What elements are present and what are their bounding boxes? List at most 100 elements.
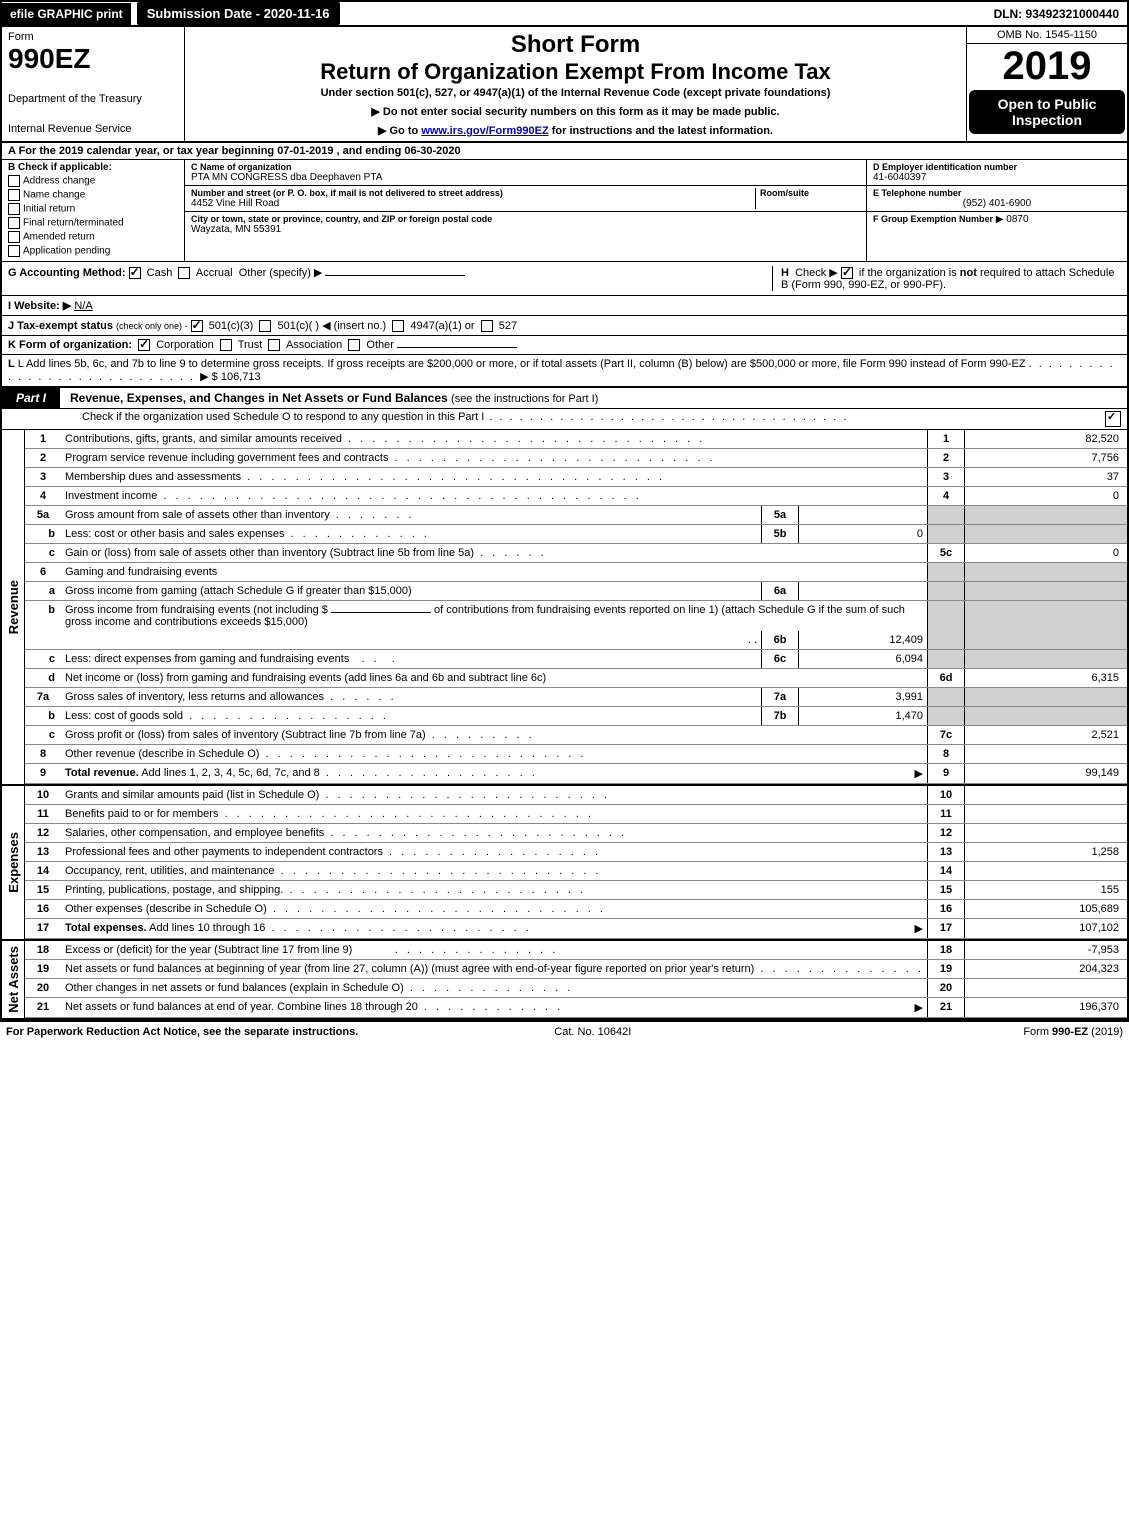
line-7b: b Less: cost of goods sold . . . . . . .… [25,707,1127,726]
line-18: 18 Excess or (deficit) for the year (Sub… [25,941,1127,960]
check-501c3[interactable] [191,320,203,332]
gh-row: G Accounting Method: Cash Accrual Other … [2,262,1127,296]
line-6d: d Net income or (loss) from gaming and f… [25,669,1127,688]
check-application-pending[interactable]: Application pending [8,245,178,257]
section-l-amount: ▶ $ 106,713 [200,371,260,383]
form-container: efile GRAPHIC print Submission Date - 20… [0,0,1129,1022]
line-8-value [965,745,1128,764]
check-schedule-b[interactable] [841,267,853,279]
line-11-value [965,805,1128,824]
line-14: 14 Occupancy, rent, utilities, and maint… [25,862,1127,881]
check-accrual[interactable] [178,267,190,279]
expenses-side-label: Expenses [2,786,25,939]
check-corporation[interactable] [138,339,150,351]
line-17: 17 Total expenses. Add lines 10 through … [25,919,1127,939]
line-10: 10 Grants and similar amounts paid (list… [25,786,1127,805]
line-19: 19 Net assets or fund balances at beginn… [25,960,1127,979]
line-6: 6 Gaming and fundraising events [25,563,1127,582]
line-7c-value: 2,521 [965,726,1128,745]
line-20-value [965,979,1128,998]
line-1: 1 Contributions, gifts, grants, and simi… [25,430,1127,449]
line-5b: b Less: cost or other basis and sales ex… [25,525,1127,544]
line-18-value: -7,953 [965,941,1128,960]
room-label: Room/suite [760,188,860,198]
ein-label: D Employer identification number [873,162,1121,172]
check-name-change[interactable]: Name change [8,189,178,201]
check-initial-return[interactable]: Initial return [8,203,178,215]
part-1-title: Revenue, Expenses, and Changes in Net As… [60,391,1127,405]
line-3-value: 37 [965,468,1128,487]
group-exemption-cell: F Group Exemption Number ▶ 0870 [867,212,1127,227]
line-7a: 7a Gross sales of inventory, less return… [25,688,1127,707]
ein-value: 41-6040397 [873,172,1121,183]
check-4947[interactable] [392,320,404,332]
header-left: Form 990EZ Department of the Treasury In… [2,27,185,141]
org-name-label: C Name of organization [191,162,860,172]
line-7c: c Gross profit or (loss) from sales of i… [25,726,1127,745]
form-label: Form [8,31,178,43]
line-13: 13 Professional fees and other payments … [25,843,1127,862]
check-address-change[interactable]: Address change [8,175,178,187]
revenue-section: Revenue 1 Contributions, gifts, grants, … [2,430,1127,786]
check-other-org[interactable] [348,339,360,351]
info-block: B Check if applicable: Address change Na… [2,160,1127,262]
line-14-value [965,862,1128,881]
header-center: Short Form Return of Organization Exempt… [185,27,966,141]
irs-link[interactable]: www.irs.gov/Form990EZ [421,125,548,137]
check-501c[interactable] [259,320,271,332]
contrib-amount-input[interactable] [331,612,431,613]
schedule-o-check-line: Check if the organization used Schedule … [2,409,1127,430]
section-i: I Website: ▶ N/A [2,296,1127,316]
check-527[interactable] [481,320,493,332]
check-cash[interactable] [129,267,141,279]
line-3: 3 Membership dues and assessments . . . … [25,468,1127,487]
footer-paperwork: For Paperwork Reduction Act Notice, see … [6,1026,358,1038]
ssn-warning: ▶ Do not enter social security numbers o… [195,105,956,118]
line-6b-value: 12,409 [799,631,928,650]
check-trust[interactable] [220,339,232,351]
line-12-value [965,824,1128,843]
section-l: L L Add lines 5b, 6c, and 7b to line 9 t… [2,355,1127,388]
netassets-section: Net Assets 18 Excess or (deficit) for th… [2,941,1127,1020]
part-1-sub: (see the instructions for Part I) [451,393,598,405]
line-8: 8 Other revenue (describe in Schedule O)… [25,745,1127,764]
other-specify-input[interactable] [325,275,465,276]
footer-formref: Form 990-EZ (2019) [1023,1026,1123,1038]
check-final-return[interactable]: Final return/terminated [8,217,178,229]
phone-cell: E Telephone number (952) 401-6900 [867,186,1127,212]
section-g: G Accounting Method: Cash Accrual Other … [8,266,772,291]
section-h-text: H Check ▶ if the organization is not req… [781,267,1114,291]
section-g-label: G Accounting Method: [8,267,126,279]
instructions-link-line: ▶ Go to www.irs.gov/Form990EZ for instru… [195,124,956,137]
line-19-value: 204,323 [965,960,1128,979]
line-9: 9 Total revenue. Add lines 1, 2, 3, 4, 5… [25,764,1127,784]
form-subtitle: Under section 501(c), 527, or 4947(a)(1)… [195,87,956,99]
city-label: City or town, state or province, country… [191,214,860,224]
dept-treasury: Department of the Treasury [8,93,178,105]
form-title: Return of Organization Exempt From Incom… [195,59,956,85]
line-5a-value [799,506,928,525]
line-10-value [965,786,1128,805]
tax-year-line: A For the 2019 calendar year, or tax yea… [2,143,1127,160]
section-h: H Check ▶ if the organization is not req… [772,266,1121,291]
check-association[interactable] [268,339,280,351]
line-6a: a Gross income from gaming (attach Sched… [25,582,1127,601]
check-amended-return[interactable]: Amended return [8,231,178,243]
phone-label: E Telephone number [873,188,1121,198]
revenue-table: 1 Contributions, gifts, grants, and simi… [25,430,1127,784]
efile-badge[interactable]: efile GRAPHIC print [2,3,131,25]
part-1-header: Part I Revenue, Expenses, and Changes in… [2,388,1127,409]
other-specify: Other (specify) ▶ [239,267,323,279]
section-b: B Check if applicable: Address change Na… [2,160,185,261]
section-k-label: K Form of organization: [8,339,132,351]
line-4-value: 0 [965,487,1128,506]
website-label: I Website: ▶ [8,300,71,312]
dln-number: DLN: 93492321000440 [986,3,1127,25]
other-org-input[interactable] [397,347,517,348]
line-12: 12 Salaries, other compensation, and emp… [25,824,1127,843]
phone-value: (952) 401-6900 [873,198,1121,209]
tax-year: 2019 [967,44,1127,88]
schedule-o-checkbox[interactable] [1105,411,1121,427]
line-7a-value: 3,991 [799,688,928,707]
city-value: Wayzata, MN 55391 [191,224,860,235]
